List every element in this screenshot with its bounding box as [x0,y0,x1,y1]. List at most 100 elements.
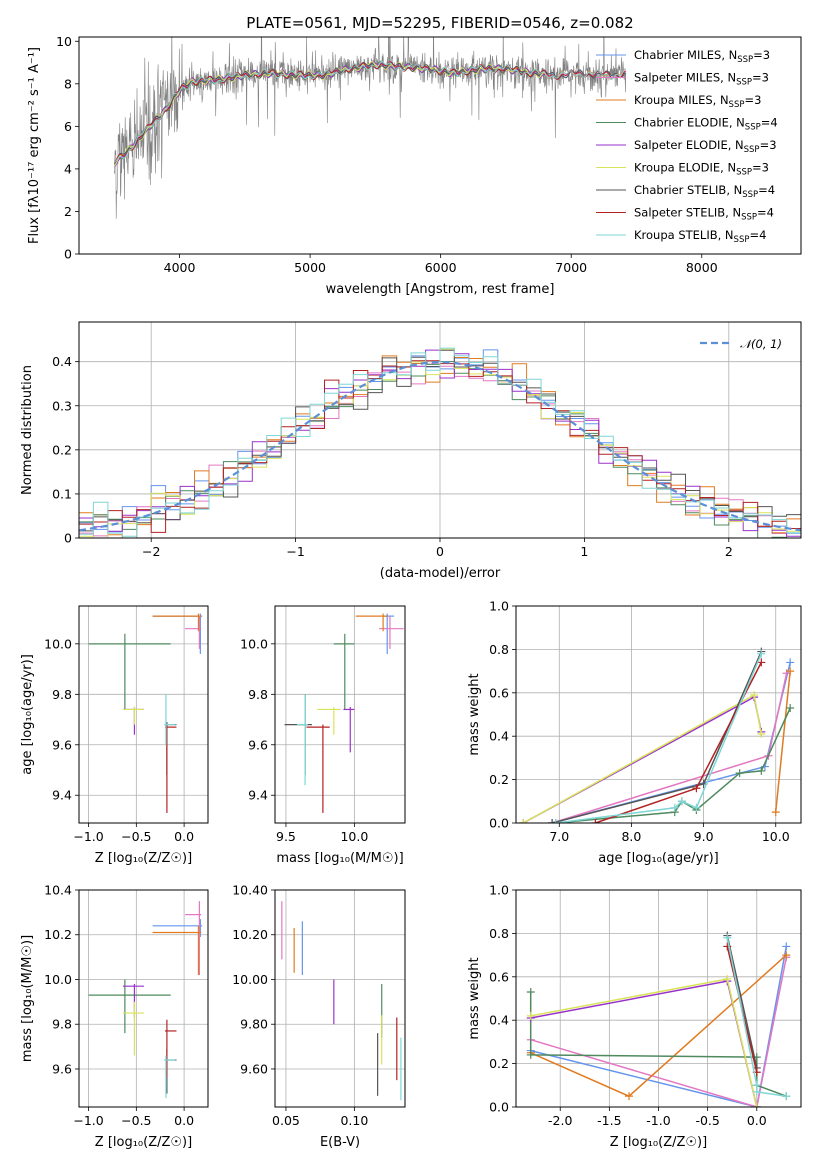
plus-marker [757,766,766,775]
mass_weight_vs_Z-axes: -2.0 -1.5 -1.0 -0.5 0.0 0.0 0.2 0.4 0.6 0.8 1.0 Z [… [467,883,802,1150]
spectrum-chart: Chabrier MILES, NSSP=3 Salpeter MILES, NS… [113,37,778,245]
plus-marker [723,933,732,942]
x-tick-label: 10.0 [762,829,790,844]
legend-entry: Kroupa MILES, NSSP=3 [634,93,761,110]
age_vs_mass-chart [275,606,405,823]
mass_weight_vs_Z-grid [516,889,801,1108]
mass_vs_EBV-x-axis-label: E(B-V) [320,1135,360,1150]
x-tick-label: 9.5 [276,829,296,844]
y-tick-label: 1.0 [489,883,509,898]
normal-curve [79,360,801,532]
age_vs_Z-plot-area [88,613,203,813]
x-tick-label: 7000 [555,260,587,275]
legend-entry: 𝒩(0, 1) [740,337,782,351]
residuals-chart: 𝒩(0, 1) [79,322,801,539]
x-tick-label: -2.0 [548,1113,572,1128]
legend-entry: Salpeter MILES, NSSP=3 [634,71,769,88]
legend-entry: Kroupa STELIB, NSSP=4 [634,228,766,245]
mass_vs_EBV-axes: 0.05 0.10 9.60 9.80 10.00 10.20 10.40 E(B-V) [232,883,406,1150]
y-tick-label: 0.0 [489,1100,509,1115]
plus-marker [625,1092,634,1101]
legend-entry: Chabrier STELIB, NSSP=4 [634,183,775,200]
errorbar-point [152,613,202,632]
age_vs_mass-plot-area [284,613,404,813]
y-tick-label: 10.40 [232,883,268,898]
y-tick-label: 10.0 [240,636,268,651]
errorbar-point [165,724,177,813]
errorbar-point [333,633,355,710]
y-tick-label: 0.0 [489,816,509,831]
plus-marker [526,1050,535,1059]
x-tick-label: 0.10 [340,1113,368,1128]
page-title: PLATE=0561, MJD=52295, FIBERID=0546, z=0… [246,14,633,32]
mass_weight_vs_age-y-axis-label: mass weight [467,673,482,755]
mass_weight_vs_age-axes: 7.0 8.0 9.0 10.0 0.0 0.2 0.4 0.6 0.8 1.0 age [log₁… [467,599,802,866]
residuals-x-axis-label: (data-model)/error [380,566,501,581]
plus-marker [786,667,795,676]
errorbar-point [122,706,144,725]
y-tick-label: 8 [64,76,72,91]
y-tick-label: 0.6 [489,685,509,700]
mass_vs_Z-x-axis-label: Z [log₁₀(Z/Z☉)] [95,1135,192,1150]
x-tick-label: 0.0 [174,829,194,844]
x-tick-label: 0 [436,544,444,559]
plus-marker [771,808,780,817]
errorbar-point [165,1019,177,1078]
plus-marker [526,1011,535,1020]
y-tick-label: 0.4 [52,354,72,369]
x-tick-label: −1.0 [73,829,103,844]
mass_vs_EBV-chart [275,889,405,1107]
y-tick-label: 10.20 [232,927,268,942]
y-tick-label: 10.00 [232,972,268,987]
age_vs_Z-y-axis-label: age [log₁₀(age/yr)] [20,654,35,775]
mass_vs_Z-axes: −1.0 −0.5 0.0 9.6 9.8 10.0 10.2 10.4 Z [log₁₀(Z/… [20,883,209,1150]
plus-marker [752,1103,761,1107]
spectrum-y-axis-label: Flux [fλ10⁻¹⁷ erg cm⁻² s⁻¹ A⁻¹] [27,47,42,244]
plus-marker [752,1087,761,1096]
errorbar-point [185,901,202,976]
y-tick-label: 10 [56,34,72,49]
age_vs_Z-chart [79,606,208,823]
plus-marker [757,730,766,739]
residual-histogram [79,347,801,537]
x-tick-label: −1 [286,544,304,559]
y-tick-label: 9.6 [52,737,72,752]
residuals-plot-area [79,347,801,538]
legend-entry: Salpeter STELIB, NSSP=4 [634,206,774,223]
y-tick-label: 0 [64,531,72,546]
legend-entry: Chabrier MILES, NSSP=3 [634,48,770,65]
x-tick-label: 5000 [294,260,326,275]
y-tick-label: 9.60 [240,1061,268,1076]
mass_vs_EBV-plot-area [281,901,402,1101]
x-tick-label: 7.0 [549,829,569,844]
age_vs_Z-axes: −1.0 −0.5 0.0 9.4 9.6 9.8 10.0 Z [log₁₀(Z/Z☉)] a… [20,605,209,866]
y-tick-label: 0.4 [489,729,509,744]
age_vs_mass-x-axis-label: mass [log₁₀(M/M☉)] [276,851,403,866]
plus-marker [786,658,795,667]
y-tick-label: 9.8 [52,687,72,702]
y-tick-label: 0.2 [489,772,509,787]
mass-weight-series [526,974,761,1107]
plus-marker [786,703,795,712]
y-tick-label: 0.3 [52,398,72,413]
mass_weight_vs_age-plot-area [519,647,795,823]
x-tick-label: 2 [725,544,733,559]
legend-entry: Salpeter ELODIE, NSSP=3 [634,138,777,155]
errorbar-point [306,724,330,813]
x-tick-label: -1.5 [597,1113,621,1128]
y-tick-label: 9.80 [240,1017,268,1032]
x-tick-label: 0.0 [174,1113,194,1128]
x-tick-label: 9.0 [694,829,714,844]
errorbar-point [317,706,341,735]
plus-marker [548,819,557,823]
y-tick-label: 10.2 [44,927,72,942]
mass_weight_vs_Z-chart [516,889,801,1108]
y-tick-label: 2 [64,204,72,219]
plus-marker [723,974,732,983]
mass_weight_vs_Z-y-axis-label: mass weight [467,957,482,1039]
mass-weight-series [519,690,766,823]
y-tick-label: 6 [64,119,72,134]
age_vs_mass-grid [275,606,405,823]
plus-marker [723,942,732,951]
